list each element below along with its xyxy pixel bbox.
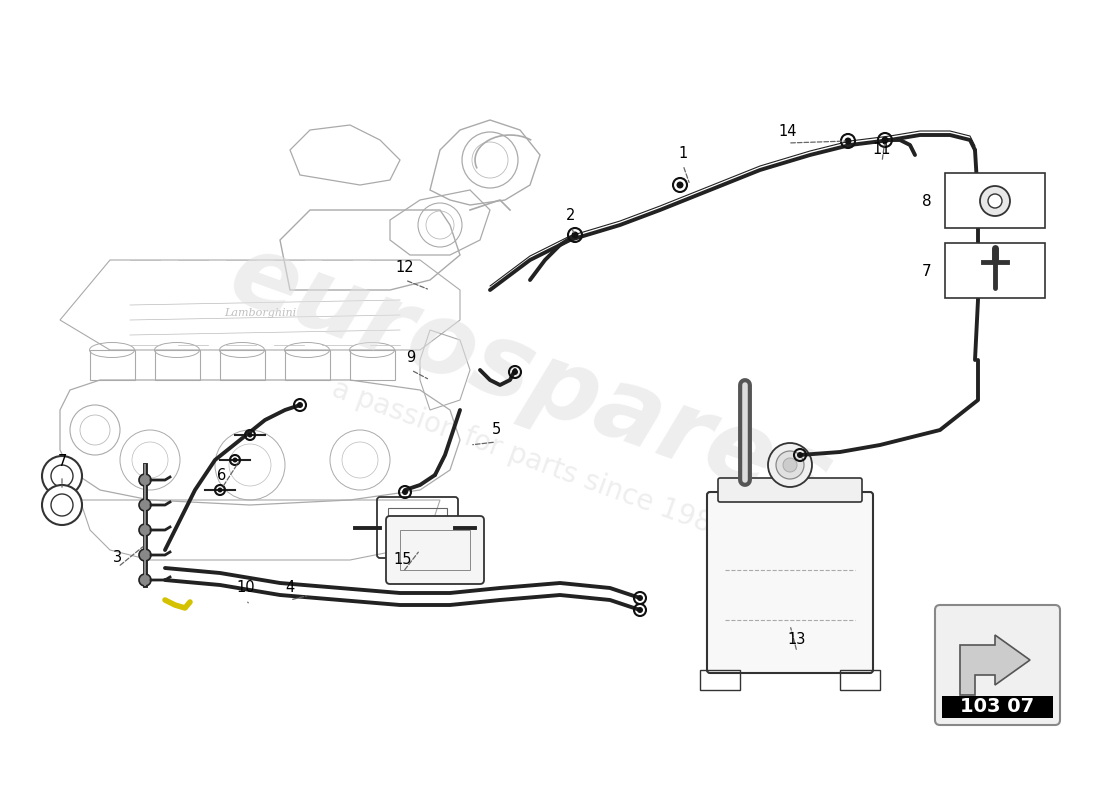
Text: 4: 4: [285, 581, 295, 595]
Circle shape: [881, 137, 889, 143]
Circle shape: [572, 231, 579, 238]
Circle shape: [637, 595, 644, 601]
Polygon shape: [960, 635, 1030, 695]
Bar: [90, 350, 135, 380]
Circle shape: [676, 182, 683, 189]
Text: a passion for parts since 1985: a passion for parts since 1985: [328, 375, 732, 545]
Circle shape: [988, 194, 1002, 208]
FancyBboxPatch shape: [718, 478, 862, 502]
Circle shape: [783, 458, 798, 472]
Text: 103 07: 103 07: [960, 698, 1034, 717]
Text: 11: 11: [872, 142, 891, 158]
FancyBboxPatch shape: [707, 492, 873, 673]
Circle shape: [980, 186, 1010, 216]
Text: 13: 13: [788, 633, 806, 647]
Text: eurospares: eurospares: [217, 226, 844, 534]
Circle shape: [402, 489, 408, 495]
Circle shape: [139, 499, 151, 511]
Circle shape: [42, 456, 82, 496]
Text: 3: 3: [113, 550, 122, 565]
Circle shape: [42, 485, 82, 525]
Text: 10: 10: [236, 581, 255, 595]
Circle shape: [139, 549, 151, 561]
Circle shape: [297, 402, 302, 408]
Text: 14: 14: [779, 123, 798, 138]
Circle shape: [512, 369, 518, 375]
Text: 8: 8: [922, 194, 932, 209]
Circle shape: [248, 433, 253, 438]
Text: 1: 1: [679, 146, 688, 161]
Circle shape: [768, 443, 812, 487]
Bar: [945, 243, 1045, 298]
FancyBboxPatch shape: [935, 605, 1060, 725]
Bar: [942, 696, 1053, 718]
Text: 7: 7: [922, 263, 932, 278]
Circle shape: [637, 607, 644, 613]
Bar: [155, 350, 200, 380]
Bar: [945, 173, 1045, 228]
Text: 2: 2: [566, 207, 575, 222]
Bar: [400, 530, 470, 570]
Circle shape: [232, 458, 238, 462]
Circle shape: [776, 451, 804, 479]
Circle shape: [798, 452, 803, 458]
Text: 15: 15: [394, 553, 412, 567]
Bar: [220, 350, 265, 380]
Text: 5: 5: [492, 422, 500, 438]
Text: Lamborghini: Lamborghini: [224, 308, 296, 318]
Bar: [285, 350, 330, 380]
Circle shape: [845, 138, 851, 145]
Text: 7: 7: [57, 454, 67, 470]
Bar: [350, 350, 395, 380]
Text: 6: 6: [218, 467, 227, 482]
Text: 9: 9: [406, 350, 416, 366]
Circle shape: [139, 474, 151, 486]
Circle shape: [139, 574, 151, 586]
Circle shape: [218, 487, 222, 493]
Circle shape: [139, 524, 151, 536]
FancyBboxPatch shape: [386, 516, 484, 584]
Text: 12: 12: [396, 261, 415, 275]
Bar: [388, 508, 447, 547]
